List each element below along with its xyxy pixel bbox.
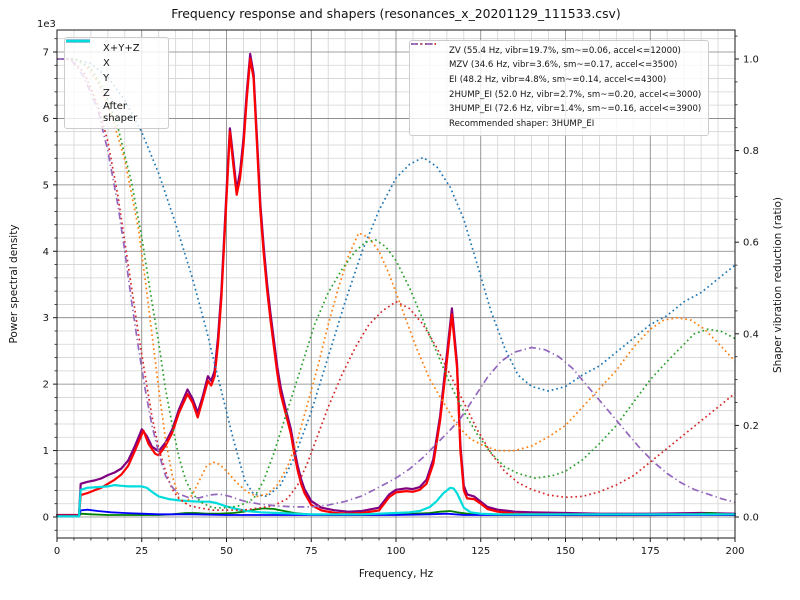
legend-item-label: Recommended shaper: 3HUMP_EI xyxy=(449,119,595,130)
series-after-shaper xyxy=(55,484,737,518)
y-axis-label-right: Shaper vibration reduction (ratio) xyxy=(772,197,784,373)
legend-item: Z xyxy=(66,39,161,101)
y-left-tick-label: 7 xyxy=(43,47,49,58)
legend-psd: X+Y+Z X Y Z After shaper xyxy=(64,37,169,129)
y-left-tick-label: 3 xyxy=(43,313,49,324)
x-tick-label: 0 xyxy=(54,546,60,557)
legend-item-label: 3HUMP_EI (72.6 Hz, vibr=1.4%, sm~=0.16, … xyxy=(449,104,702,115)
legend-item-label: ZV (55.4 Hz, vibr=19.7%, sm~=0.06, accel… xyxy=(449,45,681,56)
axis-offset-text: 1e3 xyxy=(37,19,56,30)
legend-item: Y xyxy=(66,39,161,86)
series-shaper-zv xyxy=(57,58,736,498)
shaper-series-group xyxy=(57,58,736,511)
y-left-tick-label: 6 xyxy=(43,114,49,125)
legend-item: 2HUMP_EI (52.0 Hz, vibr=2.7%, sm~=0.20, … xyxy=(411,43,702,103)
x-tick-label: 25 xyxy=(135,546,148,557)
legend-item: EI (48.2 Hz, vibr=4.8%, sm~=0.14, accel<… xyxy=(411,43,701,88)
y-right-tick-label: 0.8 xyxy=(743,146,759,157)
y-left-tick-label: 4 xyxy=(43,247,49,258)
chart-title: Frequency response and shapers (resonanc… xyxy=(171,6,621,21)
x-tick-label: 200 xyxy=(725,546,744,557)
y-right-tick-label: 0.0 xyxy=(743,513,759,524)
y-right-tick-label: 0.2 xyxy=(743,421,759,432)
legend-item: After shaper xyxy=(66,39,161,125)
y-axis-label-left: Power spectral density xyxy=(8,224,20,343)
series-x xyxy=(55,57,737,517)
y-right-tick-label: 1.0 xyxy=(743,55,759,66)
x-tick-label: 175 xyxy=(641,546,660,557)
series-shaper-mzv xyxy=(57,58,736,505)
legend-line-swatch-icon xyxy=(66,39,90,43)
legend-item-label: MZV (34.6 Hz, vibr=3.6%, sm~=0.17, accel… xyxy=(449,60,678,71)
legend-item: 3HUMP_EI (72.6 Hz, vibr=1.4%, sm~=0.16, … xyxy=(411,43,702,118)
series-z xyxy=(56,508,736,518)
x-tick-label: 75 xyxy=(305,546,318,557)
legend-swatch-empty xyxy=(410,41,437,47)
legend-item-label: Z xyxy=(103,87,110,99)
legend-shapers: ZV (55.4 Hz, vibr=19.7%, sm~=0.06, accel… xyxy=(409,40,710,137)
series-shaper-2hump-ei xyxy=(57,58,736,511)
y-left-tick-label: 1 xyxy=(43,446,49,457)
legend-item: MZV (34.6 Hz, vibr=3.6%, sm~=0.17, accel… xyxy=(411,43,701,74)
grid-minor xyxy=(57,30,735,538)
tick-marks xyxy=(53,35,739,542)
y-left-tick-label: 5 xyxy=(43,180,49,191)
y-right-tick-label: 0.6 xyxy=(743,238,759,249)
legend-item-label: X+Y+Z xyxy=(103,42,140,54)
y-left-tick-label: 0 xyxy=(43,513,49,524)
legend-item-label: X xyxy=(103,57,110,69)
tick-labels: 0 25 50 75 100 125 150 175 200 0 1 2 3 4 5 6 7 0.0 0.2 0.4 0… xyxy=(43,47,759,557)
y-right-tick-label: 0.4 xyxy=(743,329,759,340)
x-tick-label: 100 xyxy=(386,546,405,557)
legend-item: X xyxy=(66,39,161,71)
x-tick-label: 50 xyxy=(220,546,233,557)
x-tick-label: 125 xyxy=(471,546,490,557)
legend-item-label: EI (48.2 Hz, vibr=4.8%, sm~=0.14, accel<… xyxy=(449,74,667,85)
series-shaper-3hump-ei xyxy=(57,58,736,508)
series-shaper-ei xyxy=(57,58,736,509)
psd-series-group xyxy=(55,52,737,518)
x-tick-label: 150 xyxy=(556,546,575,557)
y-left-tick-label: 2 xyxy=(43,380,49,391)
x-axis-label: Frequency, Hz xyxy=(359,568,434,580)
legend-item: Recommended shaper: 3HUMP_EI xyxy=(416,117,701,132)
legend-item-label: Y xyxy=(103,72,110,84)
legend-item-label: 2HUMP_EI (52.0 Hz, vibr=2.7%, sm~=0.20, … xyxy=(449,89,702,100)
legend-item-label: After shaper xyxy=(103,101,138,124)
legend-item: ZV (55.4 Hz, vibr=19.7%, sm~=0.06, accel… xyxy=(411,43,701,59)
legend-line-swatch-icon xyxy=(411,43,436,45)
